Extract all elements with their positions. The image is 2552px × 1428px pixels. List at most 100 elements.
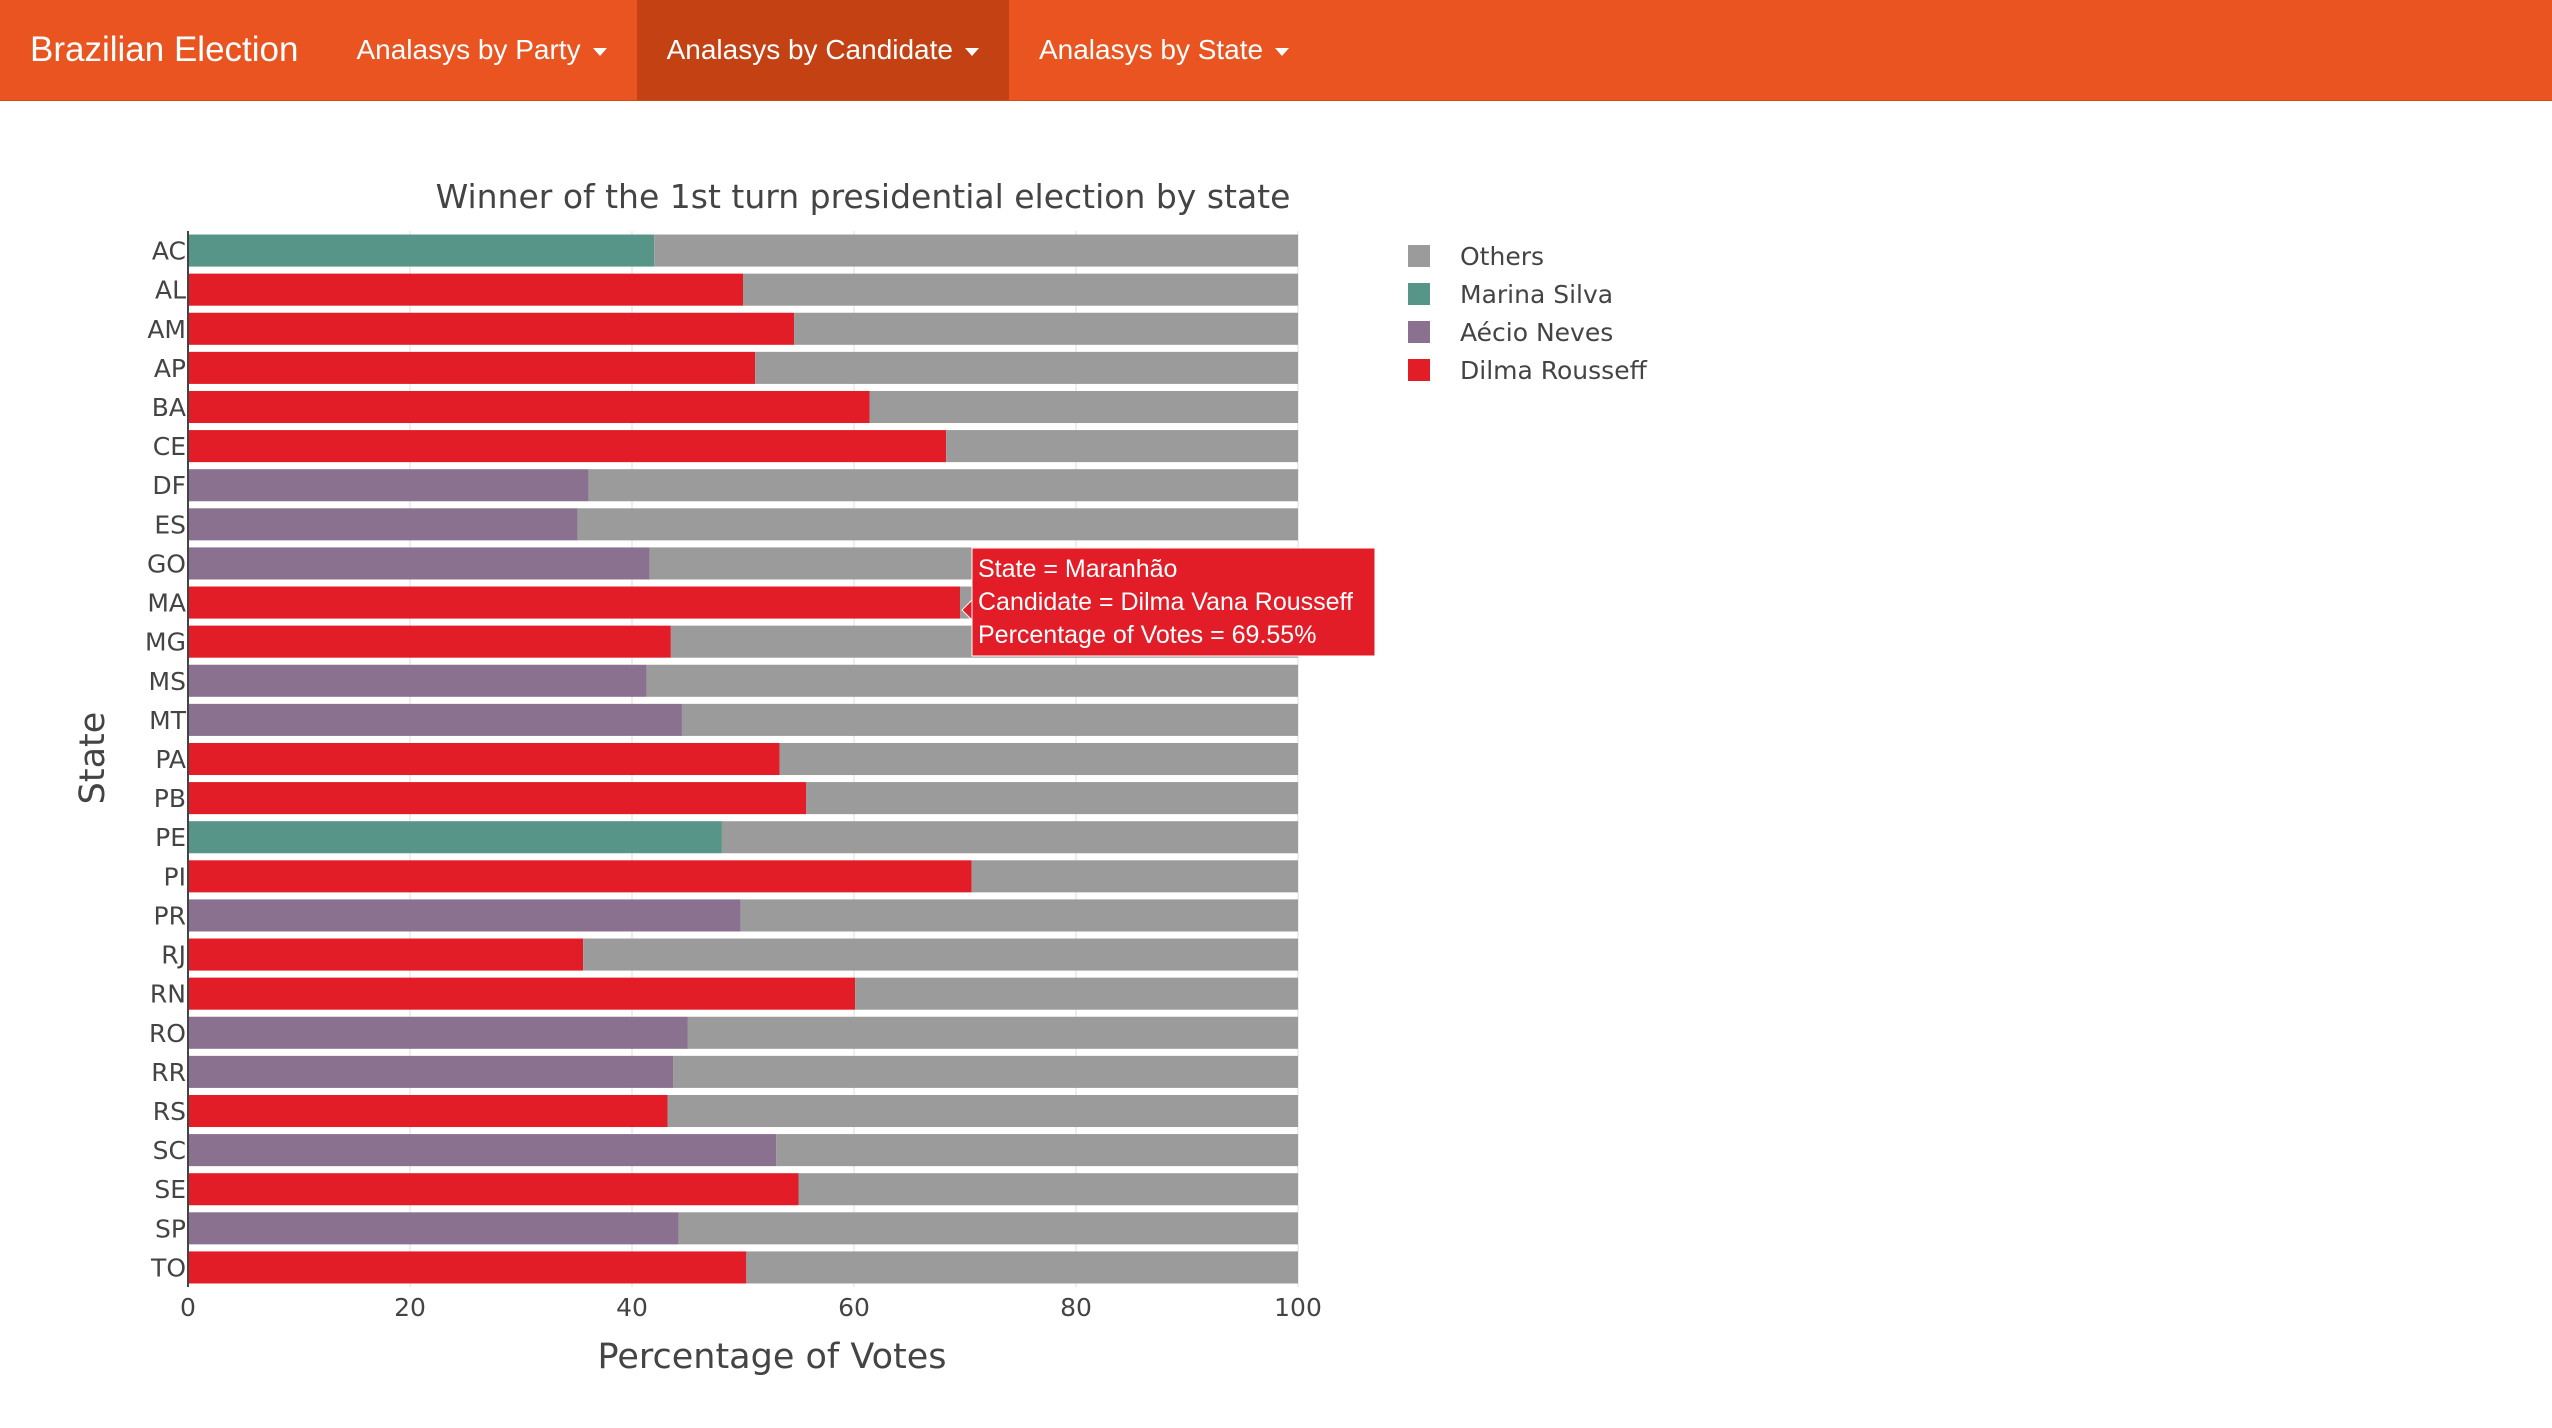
- bar-others-rs[interactable]: [667, 1094, 1298, 1128]
- y-tick-label: MG: [145, 628, 186, 657]
- x-tick-label: 80: [1060, 1293, 1092, 1322]
- legend-label[interactable]: Marina Silva: [1460, 280, 1613, 309]
- bar-others-ce[interactable]: [946, 430, 1298, 463]
- y-tick-label: ES: [154, 510, 186, 539]
- bar-winner-ba[interactable]: [188, 390, 870, 424]
- tooltip-line-percentage: Percentage of Votes = 69.55%: [978, 621, 1316, 649]
- bar-winner-pr[interactable]: [188, 899, 741, 932]
- bar-winner-ce[interactable]: [188, 430, 947, 463]
- bar-winner-al[interactable]: [188, 273, 743, 306]
- bar-winner-go[interactable]: [188, 547, 650, 580]
- y-tick-label: GO: [147, 549, 186, 578]
- bar-winner-mt[interactable]: [188, 703, 682, 736]
- bar-others-al[interactable]: [743, 273, 1298, 306]
- y-tick-label: DF: [152, 471, 186, 500]
- bar-others-ms[interactable]: [646, 664, 1298, 697]
- legend-swatch[interactable]: [1408, 359, 1430, 381]
- y-tick-label: MS: [149, 667, 186, 696]
- y-tick-label: RS: [153, 1097, 186, 1126]
- bar-others-es[interactable]: [577, 508, 1298, 541]
- bar-winner-mg[interactable]: [188, 625, 671, 658]
- nav-analysis-by-state-label: Analasys by State: [1038, 34, 1264, 65]
- bar-others-pr[interactable]: [740, 899, 1298, 932]
- legend-swatch[interactable]: [1408, 245, 1430, 267]
- navbar-brand[interactable]: Brazilian Election: [30, 30, 299, 69]
- bar-others-ap[interactable]: [755, 351, 1298, 384]
- bar-winner-es[interactable]: [188, 508, 578, 541]
- y-tick-label: BA: [152, 393, 186, 422]
- y-tick-label: RJ: [161, 941, 186, 970]
- bar-others-rn[interactable]: [855, 977, 1298, 1010]
- y-tick-label: AC: [152, 237, 186, 266]
- bar-winner-pe[interactable]: [188, 821, 722, 854]
- y-tick-label: CE: [153, 432, 186, 461]
- y-tick-label: AP: [154, 354, 186, 383]
- y-tick-label: RO: [149, 1019, 186, 1048]
- y-tick-label: PB: [154, 784, 186, 813]
- bar-others-to[interactable]: [746, 1251, 1298, 1284]
- bar-winner-se[interactable]: [188, 1173, 799, 1206]
- tooltip-line-candidate: Candidate = Dilma Vana Rousseff: [978, 588, 1353, 616]
- x-tick-label: 100: [1274, 1293, 1322, 1322]
- y-tick-label: MA: [147, 589, 186, 618]
- bar-chart: Winner of the 1st turn presidential elec…: [73, 177, 1648, 1377]
- legend-swatch[interactable]: [1408, 321, 1430, 343]
- bar-others-ba[interactable]: [869, 390, 1298, 424]
- bar-winner-ac[interactable]: [188, 234, 655, 267]
- tooltip-line-state: State = Maranhão: [978, 555, 1177, 583]
- bar-winner-to[interactable]: [188, 1251, 747, 1284]
- y-axis-title: State: [73, 712, 113, 805]
- y-tick-label: PE: [155, 823, 186, 852]
- bar-others-df[interactable]: [588, 469, 1298, 502]
- bar-winner-rs[interactable]: [188, 1094, 668, 1128]
- bar-others-pi[interactable]: [971, 860, 1298, 893]
- nav-analysis-by-party[interactable]: Analasys by Party: [326, 0, 636, 100]
- legend-label[interactable]: Dilma Rousseff: [1460, 356, 1648, 385]
- bar-winner-ap[interactable]: [188, 351, 756, 384]
- bar-winner-pi[interactable]: [188, 860, 972, 893]
- bar-winner-ro[interactable]: [188, 1016, 688, 1049]
- bar-winner-rj[interactable]: [188, 938, 584, 971]
- x-tick-label: 40: [616, 1293, 648, 1322]
- nav-analysis-by-candidate[interactable]: Analasys by Candidate: [636, 0, 1009, 100]
- bar-others-rj[interactable]: [583, 938, 1298, 971]
- bar-others-ro[interactable]: [687, 1016, 1299, 1049]
- nav-analysis-by-state[interactable]: Analasys by State: [1009, 0, 1319, 100]
- x-tick-label: 60: [838, 1293, 870, 1322]
- bar-others-pe[interactable]: [721, 821, 1298, 854]
- bar-others-pb[interactable]: [806, 782, 1298, 815]
- bar-winner-rr[interactable]: [188, 1055, 674, 1088]
- bar-winner-sc[interactable]: [188, 1134, 777, 1167]
- bar-winner-am[interactable]: [188, 312, 795, 345]
- nav-analysis-by-party-label: Analasys by Party: [356, 34, 581, 65]
- y-tick-label: SP: [155, 1214, 186, 1243]
- bar-others-pa[interactable]: [779, 742, 1298, 776]
- legend-label[interactable]: Aécio Neves: [1460, 318, 1613, 347]
- bar-others-sp[interactable]: [678, 1212, 1298, 1245]
- bar-others-rr[interactable]: [673, 1055, 1298, 1088]
- bar-others-sc[interactable]: [776, 1134, 1298, 1167]
- navbar: Brazilian Election Analasys by Party Ana…: [0, 0, 2552, 101]
- hover-tooltip: State = Maranhão Candidate = Dilma Vana …: [961, 547, 1376, 657]
- y-tick-label: SE: [154, 1175, 186, 1204]
- legend-swatch[interactable]: [1408, 283, 1430, 305]
- bar-winner-ma[interactable]: [188, 586, 961, 619]
- bar-winner-rn[interactable]: [188, 977, 856, 1010]
- legend: Others Marina Silva Aécio Neves Dilma Rouss…: [1408, 242, 1648, 385]
- bar-others-am[interactable]: [794, 312, 1298, 345]
- bars: [188, 234, 1299, 1284]
- y-tick-label: PR: [154, 901, 186, 930]
- bar-others-ac[interactable]: [654, 234, 1298, 267]
- y-tick-label: AL: [155, 276, 186, 305]
- bar-winner-sp[interactable]: [188, 1212, 679, 1245]
- bar-winner-df[interactable]: [188, 469, 589, 502]
- bar-others-se[interactable]: [798, 1173, 1299, 1206]
- bar-winner-pb[interactable]: [188, 782, 807, 815]
- y-axis: AC AL AM AP BA CE DF ES GO MA MG MS MT PA PB PE PI PR RJ RN…: [145, 231, 189, 1287]
- bar-winner-pa[interactable]: [188, 742, 780, 776]
- y-tick-label: MT: [149, 706, 187, 735]
- bar-winner-ms[interactable]: [188, 664, 647, 697]
- bar-others-mt[interactable]: [681, 703, 1298, 736]
- legend-label[interactable]: Others: [1460, 242, 1544, 271]
- x-tick-label: 0: [180, 1293, 196, 1322]
